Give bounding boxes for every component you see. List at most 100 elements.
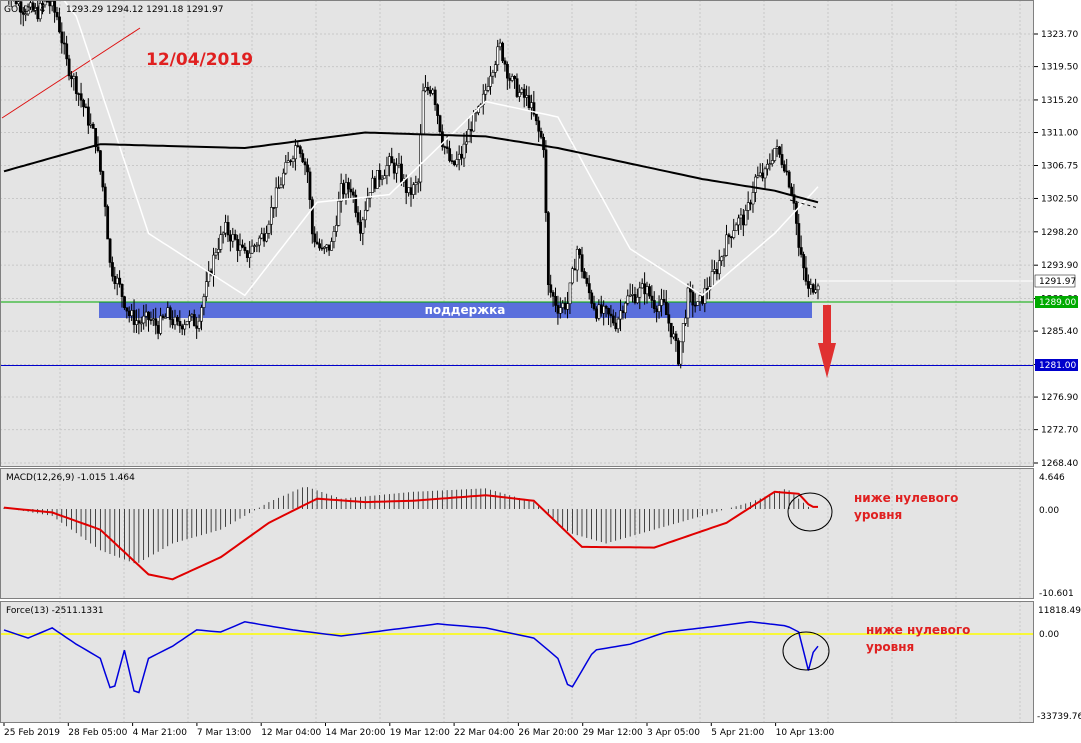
- time-tick-label: 26 Mar 20:00: [518, 728, 578, 738]
- candle-body: [469, 129, 473, 132]
- candle-body: [602, 305, 606, 314]
- candle-body: [426, 87, 430, 91]
- candle-body: [472, 113, 476, 132]
- candle-body: [571, 268, 574, 284]
- candle-body: [672, 333, 676, 338]
- candle-body: [544, 149, 548, 213]
- candle-body: [568, 282, 572, 304]
- candle-body: [50, 1, 54, 7]
- candle-body: [597, 304, 601, 319]
- candle-body: [730, 236, 733, 239]
- candle-body: [127, 310, 131, 317]
- time-tick-label: 29 Mar 12:00: [583, 728, 643, 738]
- candle-body: [86, 106, 90, 126]
- candle-body: [790, 186, 794, 195]
- candle-body: [339, 183, 343, 202]
- candle-body: [380, 177, 384, 180]
- candle-body: [631, 294, 635, 296]
- candle-body: [754, 176, 757, 193]
- down-arrow-icon: [818, 305, 836, 378]
- candle-body: [522, 88, 526, 98]
- macd-panel[interactable]: [0, 468, 1034, 598]
- candle-body: [236, 239, 240, 251]
- candle-body: [272, 207, 276, 209]
- price-tick-label: 1306.75: [1041, 161, 1078, 171]
- candle-body: [385, 165, 389, 176]
- candle-body: [188, 315, 191, 322]
- candle-body: [277, 187, 281, 189]
- candle-body: [619, 310, 623, 320]
- candle-body: [226, 222, 230, 236]
- candle-body: [580, 254, 584, 272]
- candle-body: [438, 115, 442, 133]
- candle-body: [224, 222, 228, 234]
- candle-body: [74, 76, 78, 94]
- candle-body: [111, 262, 114, 277]
- candle-body: [204, 281, 208, 297]
- candle-body: [164, 317, 167, 319]
- candle-body: [363, 209, 367, 221]
- target-price-marker: [1035, 359, 1078, 371]
- time-tick-label: 25 Feb 2019: [4, 728, 60, 738]
- candle-body: [24, 13, 28, 16]
- candle-body: [787, 171, 791, 188]
- candle-body: [351, 191, 355, 196]
- candle-body: [660, 299, 663, 306]
- candle-body: [616, 318, 620, 330]
- candle-body: [556, 305, 560, 314]
- candle-body: [508, 77, 512, 81]
- candle-body: [419, 134, 423, 183]
- candle-body: [725, 234, 728, 256]
- candle-body: [816, 285, 820, 291]
- candle-body: [161, 315, 165, 319]
- candle-body: [308, 171, 312, 200]
- candle-body: [604, 305, 608, 309]
- candle-body: [378, 170, 382, 180]
- candle-body: [742, 214, 745, 226]
- force-note-line2: уровня: [866, 640, 914, 654]
- candle-body: [303, 161, 307, 166]
- candle-body: [257, 237, 261, 246]
- candle-body: [436, 104, 439, 116]
- candle-body: [717, 260, 721, 275]
- force-index-line[interactable]: [3, 621, 819, 694]
- candle-body: [323, 246, 326, 249]
- candle-body: [99, 150, 102, 172]
- candle-body: [229, 234, 232, 242]
- candle-body: [566, 303, 570, 310]
- force-highlight-circle: [782, 631, 830, 671]
- price-tick-label: 1315.20: [1041, 96, 1078, 106]
- macd-signal-line[interactable]: [3, 490, 818, 581]
- candle-body: [253, 245, 256, 247]
- candle-body: [732, 230, 736, 238]
- price-tick-label: 1298.20: [1041, 228, 1078, 238]
- candle-body: [231, 234, 235, 242]
- price-tick-label: 1272.70: [1041, 426, 1078, 436]
- candle-body: [578, 249, 582, 255]
- candle-body: [101, 171, 105, 188]
- candle-body: [17, 1, 20, 5]
- candle-body: [383, 175, 387, 179]
- candle-body: [132, 310, 136, 325]
- candle-body: [640, 283, 644, 289]
- candle-body: [462, 143, 466, 159]
- force-panel[interactable]: [0, 601, 1034, 722]
- macd-highlight-circle: [787, 492, 833, 532]
- candle-body: [173, 316, 177, 326]
- candle-body: [802, 254, 806, 269]
- candle-body: [679, 341, 683, 365]
- candle-body: [416, 181, 420, 184]
- slow-moving-average[interactable]: [3, 131, 819, 204]
- candle-body: [684, 317, 688, 324]
- candle-body: [120, 284, 124, 297]
- candle-body: [171, 319, 175, 326]
- fast-moving-average[interactable]: [4, 0, 819, 297]
- candle-body: [785, 170, 789, 173]
- candle-body: [431, 89, 435, 94]
- candle-body: [368, 192, 372, 199]
- candle-body: [573, 268, 577, 271]
- candle-body: [180, 325, 184, 330]
- candle-body: [238, 244, 242, 251]
- candle-body: [539, 130, 543, 138]
